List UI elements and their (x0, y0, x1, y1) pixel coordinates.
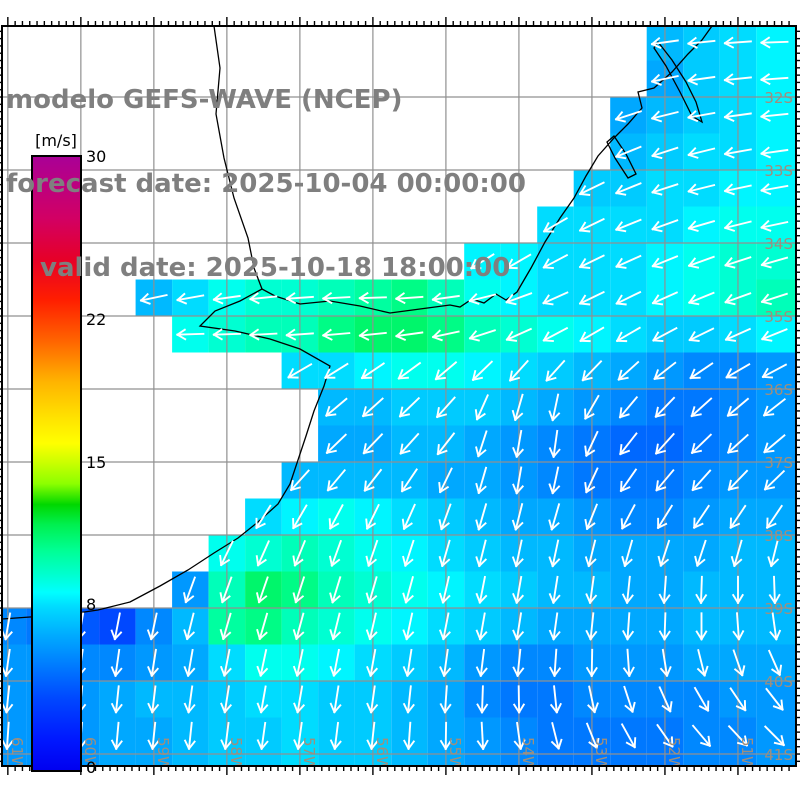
model-title: modelo GEFS-WAVE (NCEP) (6, 85, 403, 115)
longitude-label: 56W (373, 737, 391, 771)
longitude-label: 60W (81, 737, 99, 771)
longitude-label: 51W (738, 737, 756, 771)
forecast-date-line: forecast date: 2025-10-04 00:00:00 (6, 169, 526, 199)
longitude-label: 58W (227, 737, 245, 771)
valid-date-line: valid date: 2025-10-18 18:00:00 (40, 253, 511, 283)
longitude-label: 55W (446, 737, 464, 771)
longitude-label: 54W (519, 737, 537, 771)
coastline (2, 26, 713, 620)
longitude-label: 53W (592, 737, 610, 771)
colorbar-tick-label: 15 (86, 452, 107, 472)
colorbar-tick-label: 8 (86, 595, 97, 615)
latitude-label: 41S (764, 746, 793, 764)
geo-labels: 61W 60W 59W 58W 57W 56W 55W 54W 53W 52W 51W 32S 33S 3… (8, 89, 793, 771)
latitude-label: 34S (764, 235, 793, 253)
longitude-label: 52W (665, 737, 683, 771)
latitude-label: 39S (764, 600, 793, 618)
latitude-label: 35S (764, 308, 793, 326)
latitude-label: 32S (764, 89, 793, 107)
colorbar-unit-label: [m/s] (35, 131, 77, 150)
colorbar-tick-label: 30 (86, 147, 107, 166)
colorbar (31, 155, 82, 772)
latitude-label: 40S (764, 673, 793, 691)
border-ticks (0, 17, 800, 775)
longitude-label: 61W (8, 737, 26, 771)
colorbar-tick-label: 22 (86, 309, 107, 329)
longitude-label: 59W (154, 737, 172, 771)
latitude-label: 37S (764, 454, 793, 472)
latitude-label: 33S (764, 162, 793, 180)
graticule (2, 26, 796, 766)
latitude-label: 36S (764, 381, 793, 399)
latitude-label: 38S (764, 527, 793, 545)
title-block: modelo GEFS-WAVE (NCEP) forecast date: 2… (6, 30, 526, 338)
colorbar-tick-label: 0 (86, 758, 97, 777)
map-area: 61W 60W 59W 58W 57W 56W 55W 54W 53W 52W 51W 32S 33S 3… (2, 26, 796, 771)
longitude-label: 57W (300, 737, 318, 771)
